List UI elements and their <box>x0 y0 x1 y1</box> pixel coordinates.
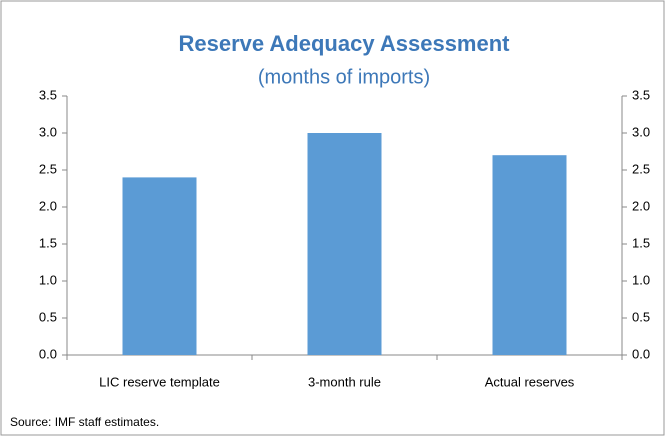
y-tick-label: 0.5 <box>39 309 57 324</box>
bar <box>492 155 567 355</box>
x-tick-label: LIC reserve template <box>99 374 220 389</box>
y2-tick-label: 2.5 <box>632 161 650 176</box>
y-tick-label: 3.5 <box>39 87 57 102</box>
y-tick-label: 3.0 <box>39 124 57 139</box>
chart-title: Reserve Adequacy Assessment <box>179 31 511 56</box>
y-tick-label: 2.0 <box>39 198 57 213</box>
y2-tick-label: 0.5 <box>632 309 650 324</box>
y2-tick-label: 1.0 <box>632 272 650 287</box>
bar <box>307 133 382 355</box>
y2-tick-label: 3.0 <box>632 124 650 139</box>
y2-tick-label: 1.5 <box>632 235 650 250</box>
chart-subtitle: (months of imports) <box>258 66 430 88</box>
y2-tick-label: 2.0 <box>632 198 650 213</box>
y2-tick-label: 3.5 <box>632 87 650 102</box>
y2-tick-label: 0.0 <box>632 346 650 361</box>
source-note: Source: IMF staff estimates. <box>10 415 159 429</box>
y-tick-label: 1.5 <box>39 235 57 250</box>
y-tick-label: 1.0 <box>39 272 57 287</box>
x-tick-label: Actual reserves <box>485 374 575 389</box>
bar <box>122 177 197 355</box>
x-tick-label: 3-month rule <box>308 374 381 389</box>
y-tick-label: 0.0 <box>39 346 57 361</box>
y-tick-label: 2.5 <box>39 161 57 176</box>
